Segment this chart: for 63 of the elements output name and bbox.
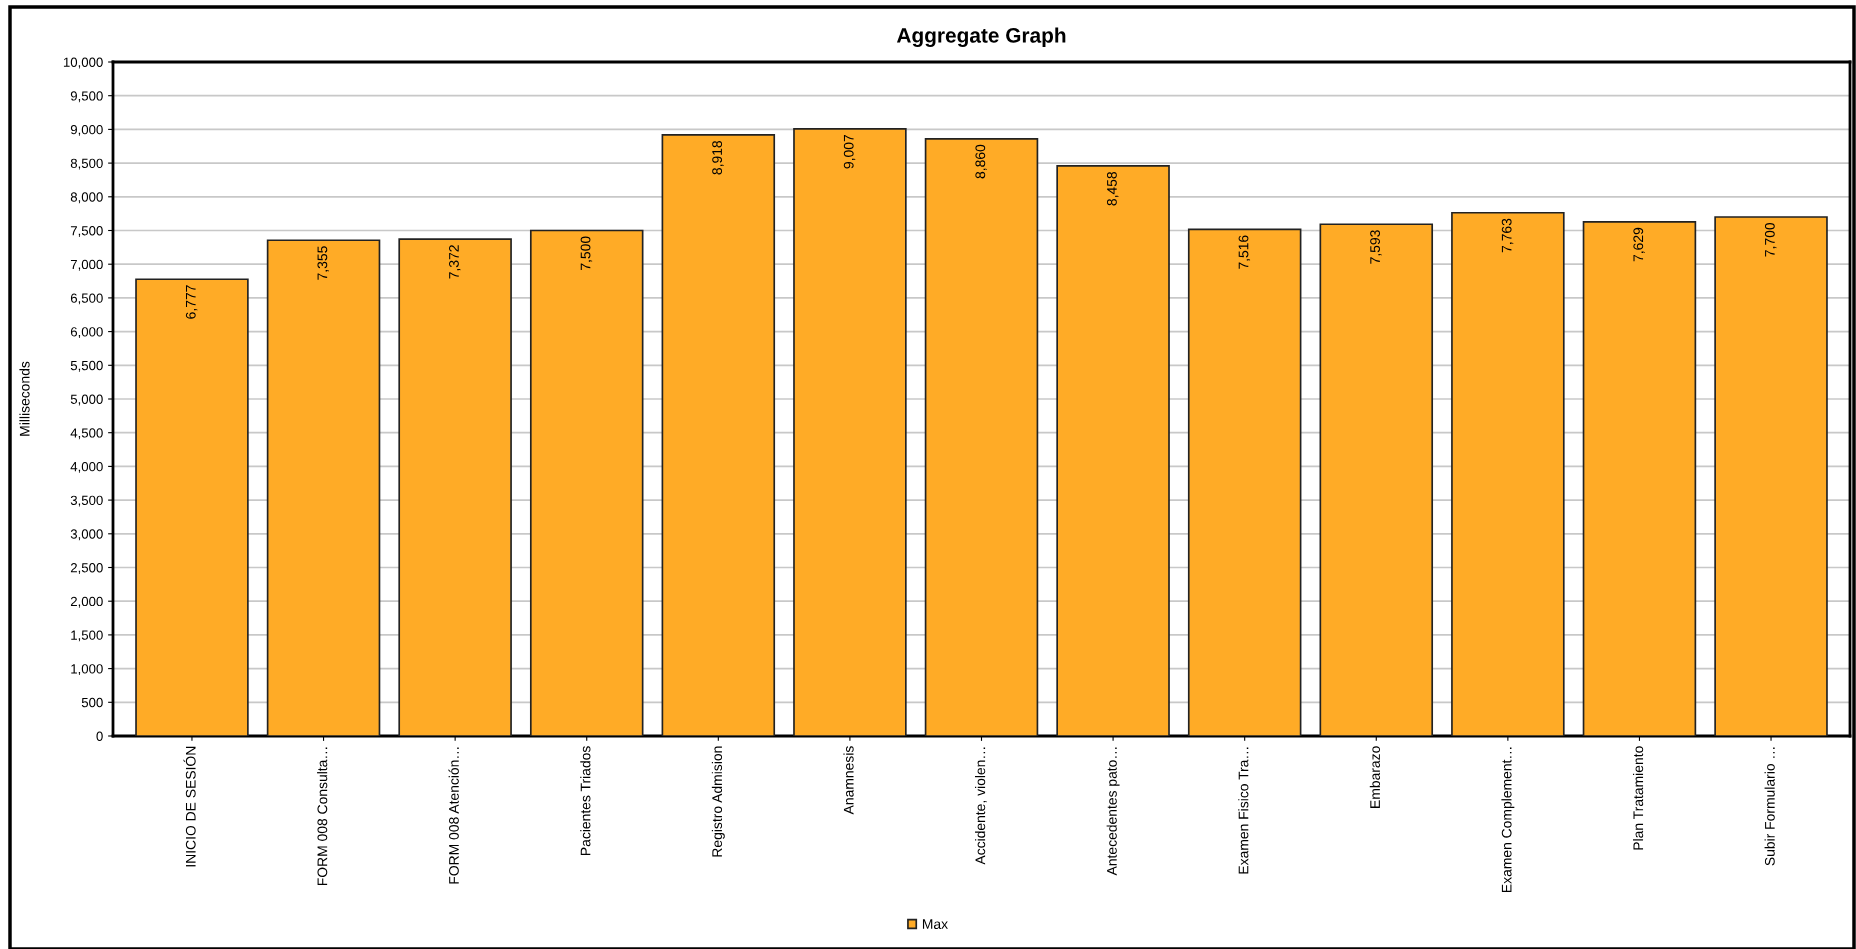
data-label: 7,355 [317, 246, 329, 280]
y-tick-label: 2,500 [70, 563, 103, 574]
y-tick-label: 1,500 [71, 630, 103, 642]
y-tick-label: 500 [81, 697, 103, 708]
y-tick-label: 8,500 [70, 158, 103, 170]
y-tick-label: 7,000 [70, 259, 103, 271]
legend-label: Max [922, 919, 948, 930]
x-tick-label: Examen Fisico Tra… [1238, 747, 1249, 874]
bar [266, 239, 381, 736]
x-tick-label: INICIO DE SESIÓN [183, 746, 196, 867]
x-tick-label: Examen Complement… [1501, 747, 1515, 893]
bar [529, 229, 644, 736]
data-label: 8,458 [1106, 171, 1119, 206]
x-tick-label: Antecedentes pato… [1106, 747, 1120, 876]
y-tick-label: 6,500 [70, 293, 103, 305]
x-tick-label: Anamnesis [843, 746, 854, 815]
y-tick-label: 6,000 [70, 327, 103, 339]
y-tick-label: 1,000 [71, 664, 103, 676]
y-tick-label: 9,000 [70, 124, 103, 136]
x-tick-label: FORM 008 Consulta… [317, 747, 328, 886]
data-label: 7,516 [1238, 235, 1251, 269]
data-label: 8,918 [712, 140, 724, 175]
y-tick-label: 0 [96, 731, 103, 741]
data-label: 7,629 [1633, 227, 1645, 262]
bar [661, 134, 776, 736]
y-tick-label: 10,000 [63, 57, 103, 69]
y-tick-label: 8,000 [70, 192, 103, 204]
bar [1714, 216, 1828, 736]
bar [398, 238, 512, 736]
x-tick-label: Subir Formulario … [1764, 747, 1775, 866]
y-axis-title: Milliseconds [19, 361, 30, 436]
x-tick-label: Embarazo [1369, 746, 1380, 808]
bar [1451, 211, 1565, 736]
bar [924, 138, 1039, 736]
y-tick-label: 7,500 [70, 226, 103, 237]
data-label: 7,500 [580, 236, 593, 270]
y-tick-label: 5,000 [70, 394, 103, 406]
x-tick-label: Pacientes Triados [580, 746, 591, 855]
data-label: 9,007 [843, 135, 856, 169]
x-tick-label: Registro Admision [711, 746, 725, 857]
bar [1187, 228, 1302, 736]
data-label: 7,372 [449, 245, 461, 279]
chart-title: Aggregate Graph [896, 27, 1066, 47]
y-tick-label: 4,500 [70, 428, 103, 440]
y-tick-label: 4,000 [70, 461, 103, 473]
data-label: 6,777 [185, 285, 198, 319]
x-tick-label: FORM 008 Atención… [448, 747, 459, 884]
bar [1582, 220, 1697, 736]
bar [793, 128, 907, 736]
bar [1056, 165, 1170, 736]
bar [135, 278, 249, 736]
data-label: 8,860 [975, 144, 987, 179]
y-tick-label: 3,000 [70, 529, 103, 541]
x-tick-label: Accidente, violen… [975, 747, 987, 865]
y-tick-label: 2,000 [70, 596, 103, 608]
y-tick-label: 9,500 [70, 91, 103, 103]
data-label: 7,700 [1764, 222, 1777, 257]
y-tick-label: 3,500 [70, 495, 103, 507]
data-label: 7,593 [1370, 230, 1382, 264]
y-tick-label: 5,500 [70, 360, 103, 372]
bar [1319, 223, 1434, 736]
x-tick-label: Plan Tratamiento [1632, 746, 1644, 850]
data-label: 7,763 [1501, 218, 1514, 253]
